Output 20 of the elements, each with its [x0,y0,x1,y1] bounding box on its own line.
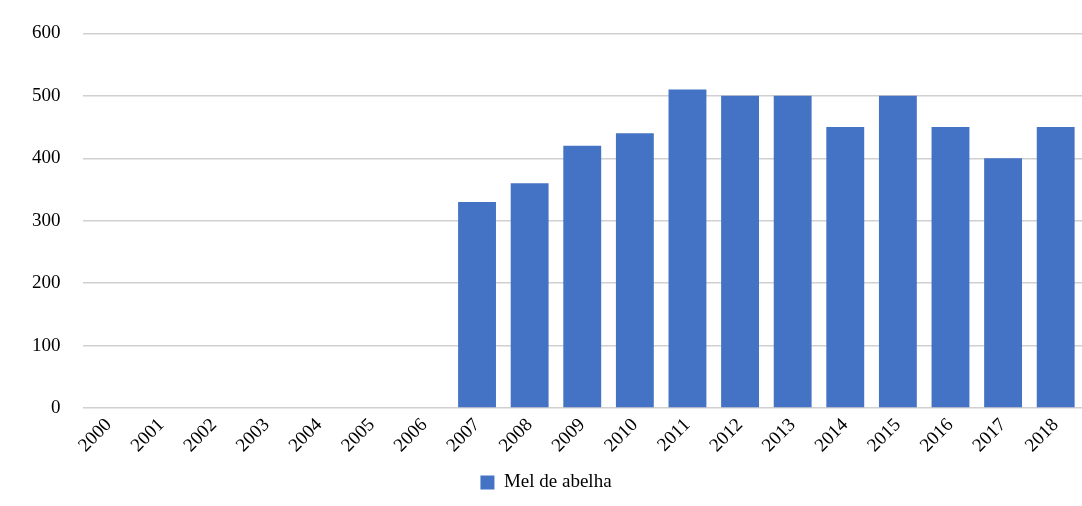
bar [668,89,707,408]
bar [878,95,917,408]
legend-label: Mel de abelha [503,470,613,492]
bar [615,133,654,408]
y-tick-label: 600 [32,21,61,43]
bar [563,145,602,408]
bar [773,95,812,408]
bar [826,127,865,408]
y-tick-label: 100 [32,333,61,355]
y-tick-label: 400 [32,146,61,168]
y-tick-label: 200 [32,271,61,293]
bar [1036,127,1075,408]
bar [721,95,759,408]
y-tick-label: 500 [32,83,61,105]
bar [458,201,496,408]
y-tick-label: 300 [32,208,61,230]
bar [931,127,970,408]
y-tick-label: 0 [51,395,61,417]
bar [984,158,1023,408]
bar [510,183,549,408]
